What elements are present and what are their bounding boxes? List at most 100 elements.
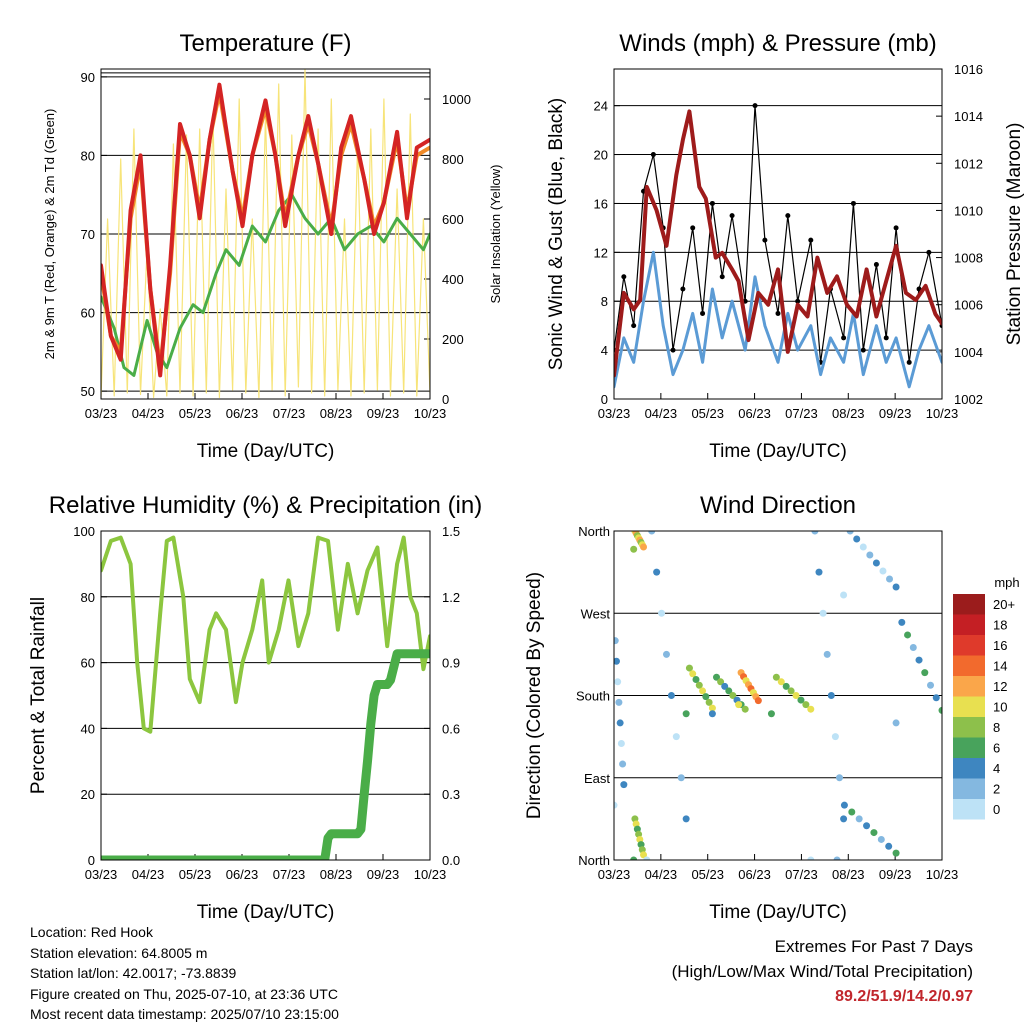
speed-legend: mph 20+ 18 16 14 12 10 8 6 4 2 0 bbox=[953, 575, 1020, 820]
panel-title: Wind Direction bbox=[700, 492, 856, 519]
y-tick-label: 60 bbox=[81, 306, 95, 321]
direction-point bbox=[713, 673, 720, 681]
y2-tick-label: 1014 bbox=[954, 109, 983, 124]
direction-point bbox=[735, 701, 743, 709]
direction-point bbox=[777, 678, 785, 686]
direction-point bbox=[823, 650, 831, 658]
y-axis-label: Percent & Total Rainfall bbox=[28, 597, 49, 794]
plot-area bbox=[614, 103, 942, 389]
direction-point bbox=[667, 692, 675, 699]
direction-point bbox=[614, 678, 622, 686]
direction-point bbox=[797, 696, 805, 704]
direction-point bbox=[892, 719, 900, 727]
direction-point bbox=[617, 739, 625, 747]
x-tick-label: 04/23 bbox=[645, 406, 678, 421]
x-tick-label: 06/23 bbox=[226, 406, 259, 421]
y-tick-label: 50 bbox=[81, 384, 95, 399]
x-tick-label: 06/23 bbox=[226, 867, 259, 882]
extremes-title: Extremes For Past 7 Days bbox=[774, 937, 973, 956]
y2-tick-label: 1002 bbox=[954, 392, 983, 407]
x-tick-label: 04/23 bbox=[132, 406, 165, 421]
y-tick-label: 70 bbox=[81, 227, 95, 242]
legend-swatch bbox=[953, 655, 985, 676]
series-line-3 bbox=[614, 109, 942, 378]
legend-label: 10 bbox=[993, 700, 1007, 715]
y2-tick-label: 0.0 bbox=[442, 853, 460, 868]
x-tick-label: 10/23 bbox=[926, 406, 959, 421]
direction-point bbox=[630, 856, 638, 860]
y2-tick-label: 600 bbox=[442, 212, 464, 227]
legend-label: 4 bbox=[993, 761, 1000, 776]
direction-point bbox=[614, 637, 619, 645]
legend-swatch bbox=[953, 594, 985, 615]
x-axis-label: Time (Day/UTC) bbox=[197, 902, 335, 923]
direction-point bbox=[840, 591, 848, 599]
direction-point bbox=[909, 644, 917, 652]
y-axis-label: Direction (Colored By Speed) bbox=[524, 572, 545, 819]
direction-point bbox=[836, 774, 843, 782]
extremes-subtitle: (High/Low/Max Wind/Total Precipitation) bbox=[671, 962, 973, 981]
plot-frame bbox=[100, 530, 431, 861]
direction-point bbox=[846, 531, 854, 535]
direction-point bbox=[695, 681, 703, 689]
x-tick-label: 09/23 bbox=[879, 406, 912, 421]
y2-tick-label: 0.3 bbox=[442, 787, 460, 802]
y2-tick-label: 1012 bbox=[954, 156, 983, 171]
direction-point bbox=[863, 822, 871, 830]
legend-swatch bbox=[953, 758, 985, 779]
direction-point bbox=[717, 678, 725, 686]
direction-point bbox=[614, 657, 620, 665]
y-tick-label: West bbox=[581, 606, 611, 621]
direction-point bbox=[927, 681, 935, 689]
direction-point bbox=[658, 609, 666, 617]
y2-tick-label: 1010 bbox=[954, 203, 983, 218]
direction-point bbox=[662, 650, 670, 658]
legend-label: 12 bbox=[993, 679, 1007, 694]
direction-point bbox=[787, 687, 795, 695]
series-line-1 bbox=[101, 535, 430, 734]
panel-4: Wind Direction Time (Day/UTC) North East Sou… bbox=[524, 492, 958, 923]
direction-point bbox=[932, 694, 940, 702]
legend-label: 16 bbox=[993, 638, 1007, 653]
series-line-3 bbox=[101, 193, 430, 377]
y-tick-label: South bbox=[576, 689, 610, 704]
direction-point bbox=[614, 801, 618, 809]
series-line-1 bbox=[614, 250, 942, 389]
y-tick-label: 40 bbox=[81, 721, 95, 736]
direction-point bbox=[811, 531, 819, 535]
y2-tick-label: 1000 bbox=[442, 92, 471, 107]
direction-point bbox=[653, 568, 661, 576]
x-tick-label: 03/23 bbox=[85, 867, 118, 882]
direction-point bbox=[705, 698, 713, 706]
direction-point bbox=[921, 669, 929, 677]
series-line-2 bbox=[614, 105, 942, 363]
y-tick-label: 12 bbox=[594, 245, 608, 260]
direction-point bbox=[819, 609, 827, 617]
legend-label: 14 bbox=[993, 659, 1007, 674]
y-tick-label: 80 bbox=[81, 590, 95, 605]
plot-frame bbox=[100, 68, 431, 400]
legend-label: 8 bbox=[993, 720, 1000, 735]
direction-point bbox=[702, 693, 710, 701]
y2-tick-label: 0.6 bbox=[442, 721, 460, 736]
y-tick-label: North bbox=[578, 524, 610, 539]
direction-point bbox=[848, 808, 856, 816]
legend-swatch bbox=[953, 635, 985, 656]
legend-swatch bbox=[953, 778, 985, 799]
direction-point bbox=[892, 583, 900, 591]
direction-point bbox=[677, 774, 685, 782]
direction-point bbox=[872, 559, 880, 567]
direction-point bbox=[708, 704, 716, 712]
direction-point bbox=[640, 543, 648, 551]
direction-point bbox=[616, 719, 624, 727]
x-tick-label: 08/23 bbox=[320, 406, 353, 421]
x-tick-label: 08/23 bbox=[320, 867, 353, 882]
plot-area bbox=[101, 535, 430, 860]
x-tick-label: 07/23 bbox=[785, 867, 818, 882]
created-text: Figure created on Thu, 2025-07-10, at 23… bbox=[30, 985, 338, 1002]
direction-point bbox=[689, 670, 697, 678]
x-tick-label: 05/23 bbox=[179, 867, 212, 882]
direction-point bbox=[699, 687, 707, 695]
direction-point bbox=[807, 856, 815, 860]
